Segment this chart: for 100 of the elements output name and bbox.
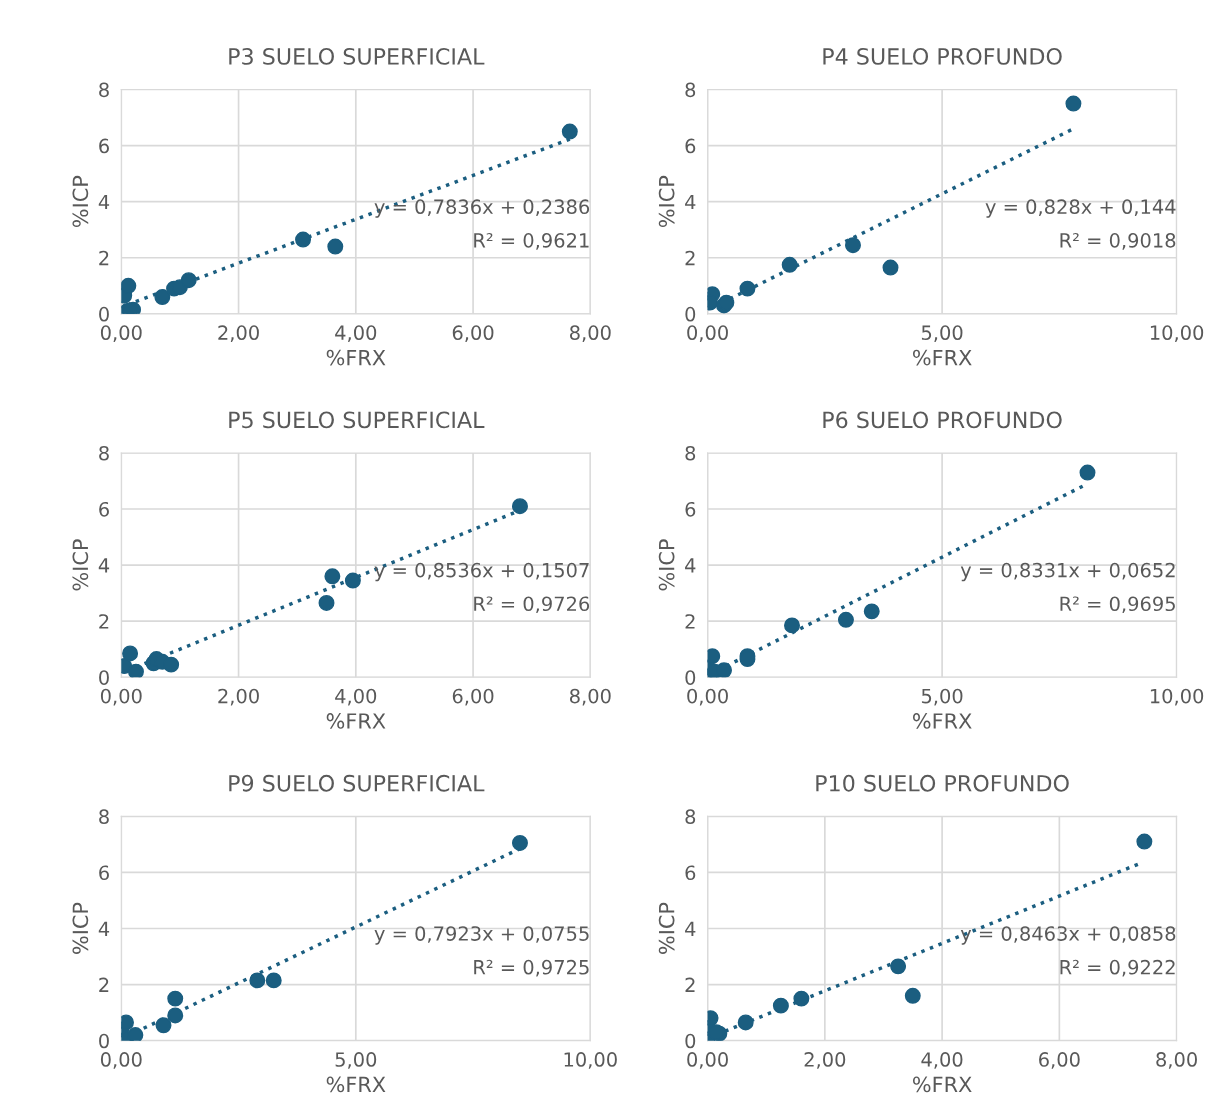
x-tick-label: 0,00 — [100, 325, 142, 342]
point — [122, 645, 139, 662]
point — [295, 231, 312, 248]
y-tick-label: 6 — [99, 138, 109, 154]
x-axis-title: %FRX — [912, 1076, 972, 1093]
y-tick-label: 0 — [99, 1033, 109, 1049]
x-axis-title: %FRX — [326, 1076, 386, 1093]
y-axis-title: %ICP — [72, 175, 89, 228]
annotation: y = 0,828x + 0,144 — [985, 199, 1176, 218]
x-tick-label: 4,00 — [335, 325, 377, 342]
y-tick-label: 4 — [685, 921, 696, 936]
point — [318, 594, 335, 611]
y-tick-label: 8 — [685, 82, 696, 98]
chart-title: P9 SUELO SUPERFICIAL — [229, 774, 485, 792]
point — [737, 1014, 754, 1031]
annotation: y = 0,8536x + 0,1507 — [374, 562, 589, 582]
x-tick-label: 5,00 — [335, 1052, 377, 1069]
y-axis-title: %ICP — [658, 539, 675, 591]
point — [904, 987, 921, 1004]
point — [127, 663, 144, 678]
y-tick-label: 4 — [98, 921, 110, 936]
x-tick-label: 10,00 — [1150, 325, 1204, 342]
x-tick-label: 2,00 — [218, 325, 259, 342]
x-tick-label: 8,00 — [570, 688, 611, 706]
chart-title: P3 SUELO SUPERFICIAL — [229, 48, 485, 65]
annotation: R² = 0,9621 — [474, 233, 589, 250]
annotation: R² = 0,9725 — [474, 959, 589, 977]
point — [1065, 95, 1082, 112]
y-tick-label: 6 — [99, 501, 109, 517]
point — [180, 272, 197, 289]
annotation: R² = 0,9695 — [1060, 596, 1175, 614]
point — [784, 617, 800, 634]
y-tick-label: 2 — [99, 977, 109, 992]
x-axis-title: %FRX — [326, 713, 386, 729]
annotation: y = 0,7923x + 0,0755 — [374, 926, 589, 945]
point — [716, 662, 732, 678]
point — [793, 990, 810, 1007]
point — [739, 280, 756, 297]
x-tick-label: 6,00 — [1039, 1052, 1080, 1069]
point — [344, 572, 361, 589]
y-tick-label: 6 — [685, 501, 696, 517]
point — [154, 289, 171, 306]
y-axis-title: %ICP — [658, 175, 675, 228]
point — [845, 237, 861, 254]
point — [863, 603, 880, 620]
x-tick-label: 4,00 — [921, 1052, 963, 1069]
y-tick-label: 0 — [685, 1033, 696, 1049]
y-axis-title: %ICP — [72, 902, 89, 954]
point — [163, 656, 180, 673]
annotation: R² = 0,9726 — [474, 596, 590, 614]
point — [327, 238, 344, 255]
chart-title: P10 SUELO PROFUNDO — [816, 774, 1069, 792]
x-axis-title: %FRX — [912, 713, 972, 729]
point — [837, 611, 854, 628]
y-tick-label: 2 — [685, 250, 695, 266]
point — [249, 972, 266, 989]
y-tick-label: 6 — [99, 865, 109, 881]
x-tick-label: 10,00 — [564, 1052, 617, 1069]
point — [265, 972, 282, 989]
y-tick-label: 6 — [685, 865, 696, 881]
point — [882, 259, 899, 276]
y-tick-label: 4 — [98, 194, 110, 210]
x-tick-label: 8,00 — [1156, 1052, 1197, 1069]
x-tick-label: 4,00 — [335, 688, 377, 706]
y-axis-title: %ICP — [658, 902, 675, 954]
y-axis-title: %ICP — [72, 539, 89, 591]
x-tick-label: 5,00 — [921, 688, 963, 706]
x-tick-label: 5,00 — [921, 325, 963, 342]
point — [155, 1017, 172, 1034]
y-tick-label: 4 — [685, 558, 696, 573]
y-tick-label: 8 — [685, 445, 696, 461]
y-tick-label: 4 — [685, 194, 696, 210]
y-tick-label: 0 — [99, 670, 109, 685]
y-tick-label: 8 — [685, 809, 696, 825]
y-tick-label: 8 — [99, 445, 109, 461]
annotation: y = 0,7836x + 0,2386 — [374, 199, 590, 218]
point — [781, 256, 798, 273]
point — [772, 997, 789, 1014]
x-tick-label: 2,00 — [804, 1052, 846, 1069]
x-tick-label: 0,00 — [687, 688, 728, 706]
y-tick-label: 2 — [99, 250, 109, 266]
chart-title: P4 SUELO PROFUNDO — [823, 48, 1062, 65]
x-tick-label: 0,00 — [100, 688, 142, 706]
annotation: R² = 0,9018 — [1060, 233, 1176, 250]
point — [1136, 833, 1153, 850]
y-tick-label: 0 — [685, 306, 696, 322]
x-axis-title: %FRX — [912, 349, 972, 366]
x-tick-label: 6,00 — [452, 688, 494, 706]
y-tick-label: 4 — [98, 558, 110, 573]
annotation: y = 0,8463x + 0,0858 — [960, 926, 1176, 945]
point — [890, 958, 907, 975]
y-tick-label: 2 — [685, 977, 695, 992]
chart-title: P5 SUELO SUPERFICIAL — [229, 411, 485, 429]
y-tick-label: 6 — [685, 138, 696, 154]
x-tick-label: 10,00 — [1150, 688, 1204, 706]
point — [1079, 464, 1096, 481]
x-tick-label: 6,00 — [452, 325, 494, 342]
y-tick-label: 2 — [685, 614, 695, 629]
point — [167, 990, 184, 1007]
annotation: y = 0,8331x + 0,0652 — [960, 562, 1175, 582]
